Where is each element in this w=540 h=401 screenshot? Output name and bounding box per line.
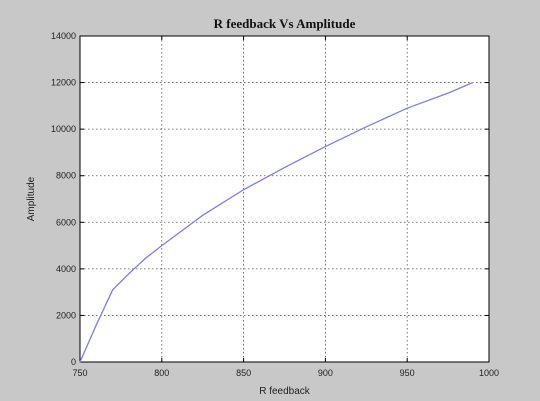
y-axis-label: Amplitude <box>26 176 37 221</box>
data-point <box>128 272 130 275</box>
data-point <box>95 324 97 326</box>
x-axis-label: R feedback <box>259 386 311 397</box>
chart-title: R feedback Vs Amplitude <box>214 16 356 31</box>
data-point <box>283 166 286 169</box>
y-tick-label: 8000 <box>56 171 76 181</box>
x-tick-label: 750 <box>72 368 87 378</box>
y-tick-label: 6000 <box>56 217 76 227</box>
y-tick-label: 2000 <box>56 310 76 320</box>
y-tick-label: 12000 <box>51 78 76 88</box>
x-tick-label: 800 <box>154 368 169 378</box>
data-point <box>112 289 114 291</box>
series-line <box>79 82 473 363</box>
x-tick-label: 900 <box>318 368 333 378</box>
data-point <box>472 81 474 84</box>
plot-area <box>79 35 490 363</box>
y-tick-label: 10000 <box>51 124 76 134</box>
y-tick-label: 4000 <box>56 264 76 274</box>
series-layer <box>79 81 474 363</box>
y-tick-label: 0 <box>71 357 76 367</box>
x-tick-label: 1000 <box>479 368 499 378</box>
data-point <box>161 244 163 247</box>
grid-lines <box>80 36 489 362</box>
x-tick-label: 850 <box>236 368 251 378</box>
data-point <box>202 214 204 216</box>
data-point <box>406 107 408 109</box>
axis-ticks: 750 800 850 900 950 1000020004000600080001000… <box>51 31 499 378</box>
data-point <box>144 257 147 259</box>
x-tick-label: 950 <box>400 368 415 378</box>
data-point <box>365 126 367 128</box>
data-point <box>79 361 81 363</box>
data-point <box>324 146 326 148</box>
data-point <box>243 189 245 191</box>
y-tick-label: 14000 <box>51 31 76 41</box>
data-point <box>447 92 449 94</box>
